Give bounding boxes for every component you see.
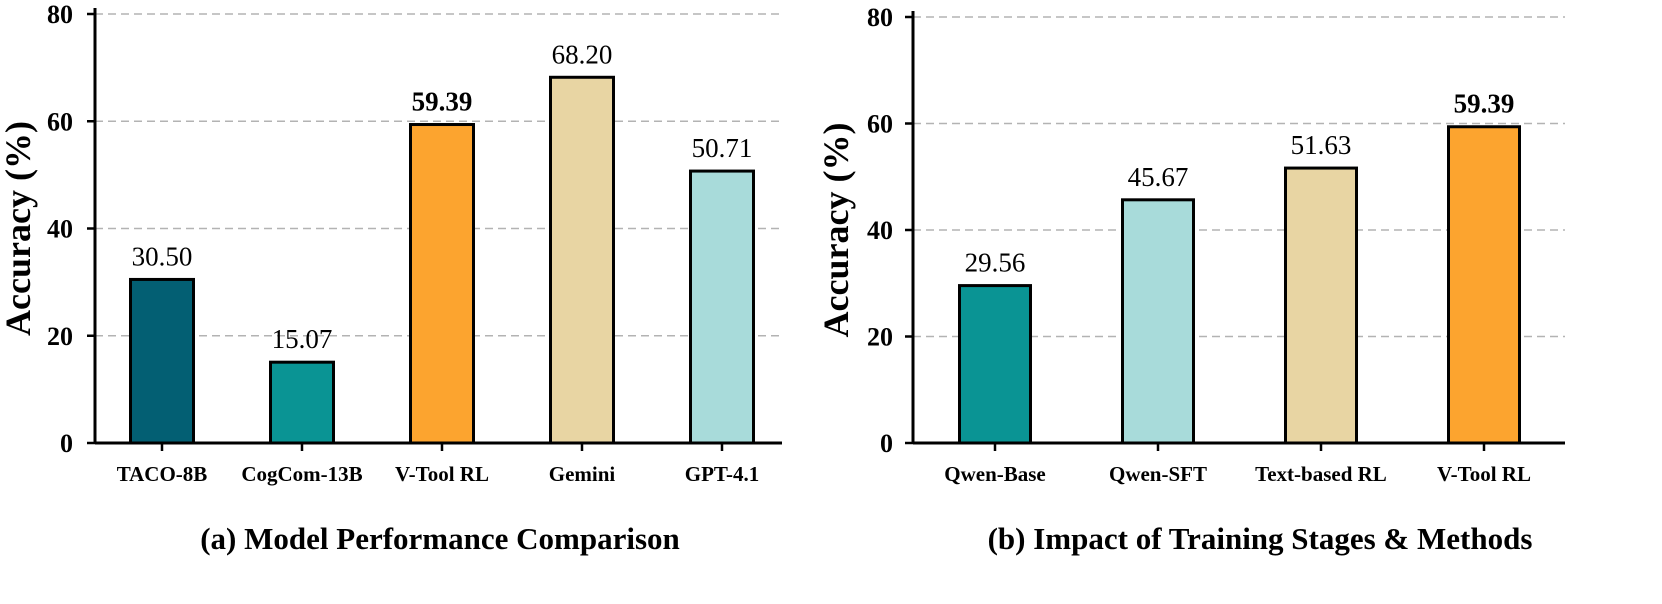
bar <box>1447 125 1521 445</box>
bar <box>129 277 195 445</box>
data-label: 50.71 <box>692 133 753 163</box>
bar <box>409 123 475 445</box>
data-label: 68.20 <box>552 39 613 69</box>
data-label: 30.50 <box>132 241 193 271</box>
y-tick-label: 0 <box>60 429 73 458</box>
y-tick-label: 0 <box>880 429 893 458</box>
y-tick-label: 40 <box>47 215 73 244</box>
x-tick-label: Gemini <box>549 462 616 486</box>
x-tick-label: CogCom-13B <box>241 462 362 486</box>
x-tick-label: GPT-4.1 <box>685 462 759 486</box>
x-tick-label: V-Tool RL <box>395 462 489 486</box>
y-axis-title: Accuracy (%) <box>0 121 38 336</box>
data-label: 51.63 <box>1291 130 1352 160</box>
x-tick-label: Text-based RL <box>1255 462 1387 486</box>
y-tick-label: 20 <box>867 323 893 352</box>
x-tick-label: V-Tool RL <box>1437 462 1531 486</box>
chart-title: (a) Model Performance Comparison <box>200 521 680 556</box>
y-axis-title: Accuracy (%) <box>816 123 856 338</box>
y-tick-label: 80 <box>867 3 893 32</box>
data-label: 59.39 <box>1454 89 1515 119</box>
chart-title: (b) Impact of Training Stages & Methods <box>988 521 1533 556</box>
bar <box>1121 198 1195 445</box>
data-label: 29.56 <box>965 248 1026 278</box>
y-tick-label: 40 <box>867 216 893 245</box>
data-label: 45.67 <box>1128 162 1189 192</box>
bar <box>689 169 755 445</box>
bar <box>1284 166 1358 445</box>
bar <box>958 284 1032 445</box>
x-tick-label: Qwen-Base <box>944 462 1046 486</box>
bar <box>549 75 615 445</box>
y-tick-label: 60 <box>47 107 73 136</box>
x-tick-label: TACO-8B <box>117 462 208 486</box>
data-label: 15.07 <box>272 324 333 354</box>
y-tick-label: 60 <box>867 110 893 139</box>
y-tick-label: 80 <box>47 0 73 29</box>
x-tick-label: Qwen-SFT <box>1109 462 1207 486</box>
y-tick-label: 20 <box>47 322 73 351</box>
bar <box>269 360 335 445</box>
data-label: 59.39 <box>412 87 473 117</box>
